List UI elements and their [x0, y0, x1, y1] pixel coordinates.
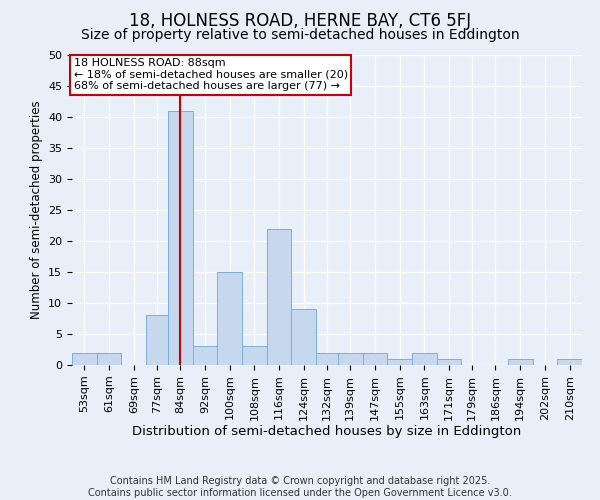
Bar	[146, 316, 168, 365]
Bar	[387, 359, 412, 365]
Y-axis label: Number of semi-detached properties: Number of semi-detached properties	[29, 100, 43, 320]
Bar	[217, 272, 242, 365]
Bar	[193, 346, 217, 365]
Bar	[412, 352, 437, 365]
Bar	[97, 352, 121, 365]
Bar	[242, 346, 267, 365]
Bar	[508, 359, 533, 365]
Text: Contains HM Land Registry data © Crown copyright and database right 2025.
Contai: Contains HM Land Registry data © Crown c…	[88, 476, 512, 498]
X-axis label: Distribution of semi-detached houses by size in Eddington: Distribution of semi-detached houses by …	[133, 426, 521, 438]
Text: Size of property relative to semi-detached houses in Eddington: Size of property relative to semi-detach…	[80, 28, 520, 42]
Bar	[72, 352, 97, 365]
Bar	[267, 228, 292, 365]
Bar	[557, 359, 582, 365]
Bar	[362, 352, 387, 365]
Bar	[437, 359, 461, 365]
Bar	[316, 352, 338, 365]
Bar	[338, 352, 362, 365]
Text: 18 HOLNESS ROAD: 88sqm
← 18% of semi-detached houses are smaller (20)
68% of sem: 18 HOLNESS ROAD: 88sqm ← 18% of semi-det…	[74, 58, 347, 92]
Bar	[292, 309, 316, 365]
Bar	[168, 111, 193, 365]
Text: 18, HOLNESS ROAD, HERNE BAY, CT6 5FJ: 18, HOLNESS ROAD, HERNE BAY, CT6 5FJ	[129, 12, 471, 30]
